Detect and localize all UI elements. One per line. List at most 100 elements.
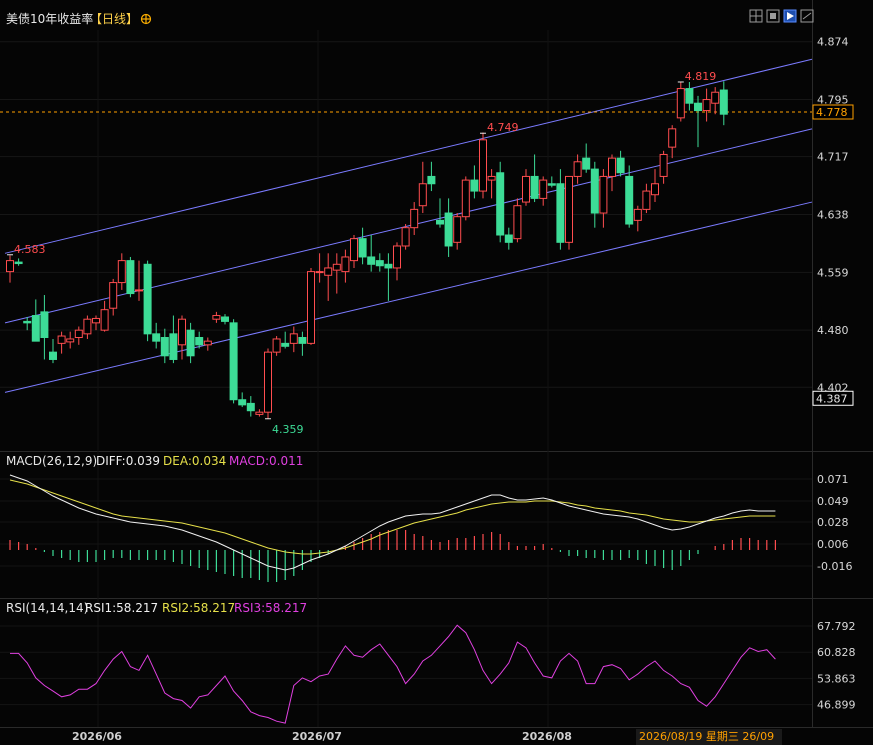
x-label-june: 2026/06	[72, 730, 122, 743]
channel-line-middle	[4, 128, 813, 324]
grid-lines	[0, 30, 812, 727]
candle-down	[186, 329, 195, 357]
candle-down	[504, 234, 513, 243]
candle-up	[453, 216, 462, 243]
last-price-value: 4.778	[816, 106, 848, 119]
extreme-label: 4.583	[14, 243, 46, 256]
candle-down	[436, 219, 444, 225]
macd-dea-value: DEA:0.034	[163, 454, 226, 468]
candle-down	[367, 256, 376, 265]
price-tick-label: 4.874	[817, 36, 849, 49]
candle-up	[461, 179, 470, 218]
macd-tick-label: 0.049	[817, 495, 849, 508]
candle-up	[410, 208, 419, 229]
candle-down	[23, 320, 32, 324]
cursor-date-box	[636, 729, 782, 745]
price-annotations: 4.583 4.359 4.749 4.819	[7, 70, 716, 436]
candle-down	[616, 157, 625, 174]
candle-up	[350, 238, 358, 262]
macd-dif-value: DIFF:0.039	[96, 454, 160, 468]
candle-down	[694, 102, 702, 112]
candle-up	[203, 340, 212, 346]
price-tick-label: 4.480	[817, 324, 849, 337]
candle-up	[341, 256, 350, 273]
expand-icon[interactable]	[766, 9, 780, 23]
candle-up	[178, 318, 186, 346]
candle-up	[401, 227, 410, 247]
candle-up	[599, 175, 608, 214]
macd-legend: MACD(26,12,9) DIFF:0.039 DEA:0.034 MACD:…	[6, 454, 303, 468]
candle-up	[479, 139, 487, 192]
candle-down	[246, 402, 255, 412]
settings-icon[interactable]	[800, 9, 814, 23]
candle-down	[14, 261, 23, 265]
candle-up	[608, 157, 616, 177]
candle-down	[582, 157, 591, 170]
extreme-label: 4.819	[685, 70, 717, 83]
price-tick-label: 4.717	[817, 151, 849, 164]
candlestick-series	[6, 81, 728, 419]
extreme-label: 4.359	[272, 423, 304, 436]
candle-up	[100, 309, 109, 331]
rsi-tick-label: 60.828	[817, 646, 856, 659]
macd-tick-label: 0.071	[817, 473, 849, 486]
candle-up	[702, 99, 711, 112]
candle-up	[109, 282, 118, 309]
rsi-tick-label: 53.863	[817, 672, 856, 685]
rsi3-value: RSI3:58.217	[234, 601, 307, 615]
candle-down	[126, 260, 135, 295]
low-price-tag: 4.387	[812, 390, 854, 406]
channel-line-lower	[4, 201, 813, 393]
chart-type-icon[interactable]	[783, 9, 797, 23]
candle-up	[522, 175, 530, 203]
candle-up	[255, 411, 264, 415]
rsi-tick-label: 46.899	[817, 699, 856, 712]
candle-up	[315, 271, 324, 274]
candle-up	[633, 208, 642, 221]
candle-down	[160, 337, 169, 357]
candle-down	[590, 168, 599, 214]
candle-up	[651, 183, 659, 196]
candle-up	[393, 245, 401, 269]
candle-up	[711, 91, 720, 104]
cursor-date-label: 2026/08/19 星期三 26/09	[639, 730, 774, 743]
rsi-tick-label: 67.792	[817, 620, 856, 633]
candle-down	[238, 399, 247, 406]
price-tick-label: 4.559	[817, 266, 849, 279]
candle-down	[719, 89, 728, 115]
circle-plus-icon[interactable]	[140, 13, 152, 25]
candle-down	[384, 263, 393, 269]
candle-down	[31, 315, 40, 342]
candle-up	[539, 179, 548, 199]
macd-panel	[9, 474, 777, 582]
candle-down	[143, 263, 152, 335]
candle-up	[307, 271, 315, 344]
price-tick-label: 4.795	[817, 94, 849, 107]
candle-down	[152, 333, 161, 342]
candle-up	[565, 175, 573, 243]
macd-macd-value: MACD:0.011	[229, 454, 303, 468]
candle-up	[573, 161, 582, 177]
x-label-august: 2026/08	[522, 730, 572, 743]
candle-down	[685, 88, 694, 104]
candle-up	[324, 267, 333, 276]
candle-up	[135, 289, 143, 292]
macd-tick-label: 0.028	[817, 516, 849, 529]
candle-down	[496, 172, 505, 236]
candle-up	[264, 351, 272, 413]
candle-down	[444, 212, 453, 247]
period-label[interactable]: 【日线】	[90, 12, 138, 26]
grid-icon[interactable]	[749, 9, 763, 23]
candle-up	[74, 329, 83, 338]
candle-down	[358, 238, 367, 258]
macd-tick-label: 0.006	[817, 538, 849, 551]
candle-down	[427, 175, 436, 185]
candle-up	[57, 335, 66, 344]
price-tick-label: 4.638	[817, 209, 849, 222]
candle-down	[49, 351, 57, 360]
last-price-tag: 4.778	[812, 104, 854, 120]
candle-down	[229, 322, 238, 401]
candle-up	[513, 205, 522, 240]
